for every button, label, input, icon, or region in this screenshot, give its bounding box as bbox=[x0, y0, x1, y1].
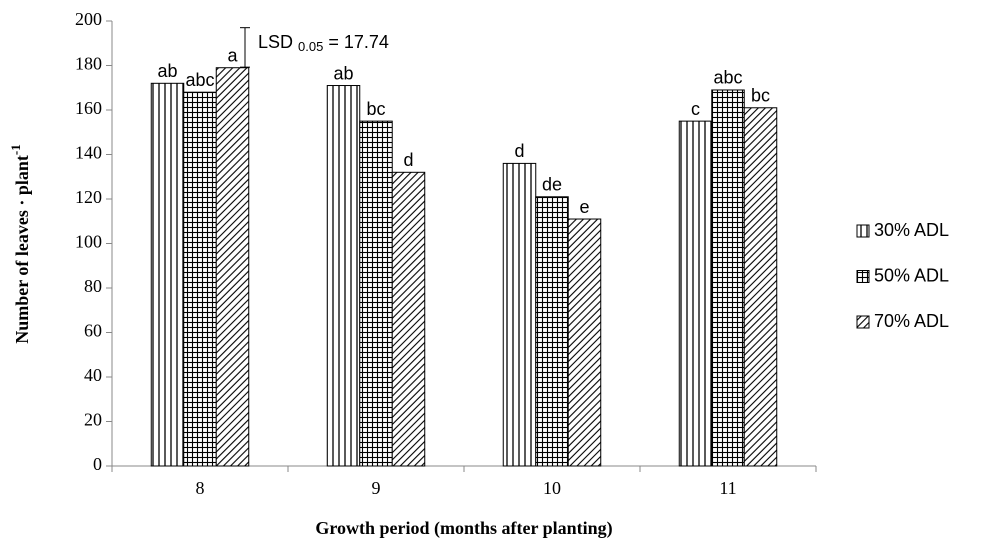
bar bbox=[567, 218, 602, 467]
letter-label: abc bbox=[713, 68, 742, 88]
y-tick-label: 100 bbox=[75, 232, 102, 252]
bar bbox=[150, 82, 185, 467]
legend-swatch bbox=[856, 315, 870, 329]
legend-swatch bbox=[856, 224, 870, 238]
letter-label: e bbox=[579, 197, 589, 217]
y-tick-label: 20 bbox=[84, 410, 102, 430]
y-tick-label: 80 bbox=[84, 276, 102, 296]
bar bbox=[502, 162, 537, 467]
x-tick-label: 8 bbox=[196, 478, 205, 498]
lsd-label: LSD bbox=[258, 32, 293, 52]
bar bbox=[215, 67, 250, 467]
letter-label: d bbox=[403, 150, 413, 170]
letter-label: bc bbox=[751, 86, 770, 106]
y-tick-label: 120 bbox=[75, 187, 102, 207]
letter-label: c bbox=[691, 99, 700, 119]
letter-label: a bbox=[227, 45, 238, 65]
bar bbox=[711, 89, 745, 467]
y-axis-title-main: Number of leaves · plant bbox=[12, 155, 32, 344]
y-axis-title: Number of leaves · plant-1 bbox=[8, 144, 32, 344]
letter-label: bc bbox=[366, 99, 385, 119]
y-tick-label: 180 bbox=[75, 54, 102, 74]
legend-label: 70% ADL bbox=[874, 311, 949, 331]
bar bbox=[535, 196, 569, 467]
y-tick-label: 40 bbox=[84, 365, 102, 385]
bar bbox=[359, 120, 393, 467]
y-tick-label: 0 bbox=[93, 454, 102, 474]
letter-label: abc bbox=[185, 70, 214, 90]
x-tick-label: 10 bbox=[543, 478, 561, 498]
letter-label: de bbox=[542, 175, 562, 195]
y-tick-label: 140 bbox=[75, 143, 102, 163]
bar bbox=[183, 91, 217, 467]
y-axis-title-sup: -1 bbox=[8, 144, 23, 155]
letter-label: d bbox=[514, 141, 524, 161]
lsd-text: = 17.74 bbox=[328, 32, 389, 52]
y-tick-label: 60 bbox=[84, 321, 102, 341]
x-tick-label: 11 bbox=[719, 478, 736, 498]
legend-label: 50% ADL bbox=[874, 265, 949, 285]
x-axis-title: Growth period (months after planting) bbox=[315, 518, 612, 539]
lsd-sub: 0.05 bbox=[298, 39, 323, 54]
y-tick-label: 200 bbox=[75, 9, 102, 29]
bar bbox=[326, 85, 361, 467]
x-tick-label: 9 bbox=[372, 478, 381, 498]
letter-label: ab bbox=[157, 61, 177, 81]
lsd-annotation: LSD 0.05 = 17.74 bbox=[258, 32, 389, 55]
legend-swatch bbox=[856, 270, 870, 283]
letter-label: ab bbox=[333, 63, 353, 83]
y-tick-label: 160 bbox=[75, 98, 102, 118]
legend-label: 30% ADL bbox=[874, 220, 949, 240]
bar bbox=[743, 107, 778, 467]
bar bbox=[391, 171, 426, 467]
bar bbox=[678, 120, 713, 467]
